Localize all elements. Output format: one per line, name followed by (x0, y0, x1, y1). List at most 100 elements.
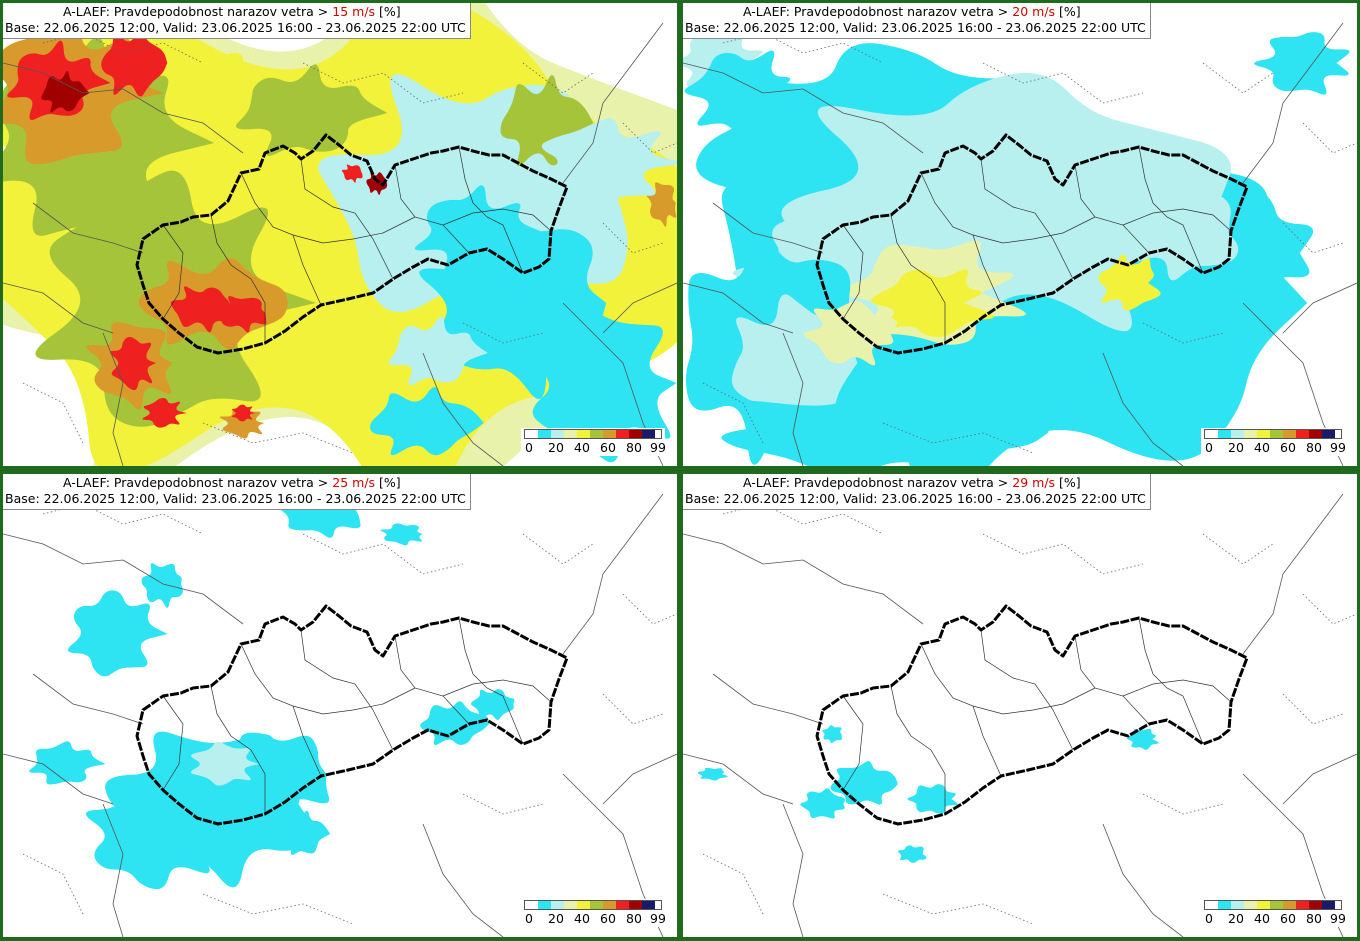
map-panel-29ms: A-LAEF: Pravdepodobnost narazov vetra > … (683, 474, 1357, 937)
probability-area (110, 336, 156, 391)
probability-area (697, 767, 728, 781)
legend-swatch (1257, 430, 1270, 438)
probability-area (521, 310, 677, 463)
country-border-slovakia (135, 604, 569, 826)
legend-label: 80 (1306, 440, 1322, 455)
legend-swatch (1218, 901, 1231, 909)
district-border (972, 687, 1096, 715)
title-prefix: A-LAEF: Pravdepodobnost narazov vetra > (63, 4, 333, 19)
contour-line (602, 693, 664, 725)
base-valid-line: Base: 22.06.2025 12:00, Valid: 23.06.202… (5, 491, 466, 506)
contour-line (302, 533, 464, 575)
legend-swatch (1270, 901, 1283, 909)
border-line (1282, 753, 1357, 805)
legend-swatch (564, 430, 577, 438)
probability-map (3, 3, 677, 466)
border-line (422, 823, 504, 937)
district-border (300, 629, 394, 751)
legend-swatch (1231, 430, 1244, 438)
district-border (842, 224, 864, 320)
contour-line (702, 382, 764, 444)
map-title: A-LAEF: Pravdepodobnost narazov vetra > … (3, 3, 471, 39)
slovakia-outline (135, 604, 569, 826)
contour-line (522, 533, 594, 565)
border-line (422, 352, 504, 466)
district-border (210, 214, 266, 343)
legend-swatch (629, 901, 642, 909)
probability-area (1122, 185, 1239, 281)
legend-swatch (1283, 430, 1296, 438)
border-line (683, 753, 794, 805)
border-line (32, 673, 144, 725)
district-border (458, 617, 524, 745)
legend-swatch (590, 901, 603, 909)
probability-area (85, 779, 215, 890)
legend-label: 0 (525, 911, 533, 926)
legend-swatch (551, 430, 564, 438)
probability-area (822, 724, 842, 744)
threshold-value: 25 m/s (332, 475, 376, 490)
probability-map (683, 493, 1357, 937)
legend-label: 40 (574, 440, 590, 455)
probability-area (366, 172, 388, 195)
legend-swatch (551, 901, 564, 909)
legend-label: 60 (1280, 911, 1296, 926)
district-border (920, 172, 1002, 306)
legend-swatch (1205, 430, 1218, 438)
legend-swatch (525, 901, 538, 909)
probability-area (341, 164, 363, 183)
title-suffix: [%] (1055, 475, 1081, 490)
probability-map (3, 493, 677, 937)
probability-field (3, 3, 677, 466)
legend-swatch (1296, 901, 1309, 909)
probability-area (101, 28, 168, 97)
slovakia-outline (135, 133, 569, 355)
district-border (1138, 617, 1204, 745)
contour-line (702, 853, 764, 915)
district-border (842, 695, 864, 791)
contour-line (1302, 122, 1357, 154)
contour-line (982, 533, 1144, 575)
probability-area (800, 788, 846, 819)
legend-labels: 0 20 40 60 80 99 (524, 439, 666, 455)
base-valid-line: Base: 22.06.2025 12:00, Valid: 23.06.202… (685, 491, 1146, 506)
border-line (3, 533, 244, 625)
probability-area (897, 845, 927, 863)
probability-area (29, 741, 106, 785)
map-title-line: A-LAEF: Pravdepodobnost narazov vetra > … (685, 475, 1146, 491)
legend-swatch (538, 901, 551, 909)
base-valid-line: Base: 22.06.2025 12:00, Valid: 23.06.202… (685, 20, 1146, 35)
border-line (3, 753, 114, 805)
legend-label: 20 (548, 911, 564, 926)
district-border (210, 685, 266, 814)
country-borders (3, 493, 677, 937)
legend-swatch (1257, 901, 1270, 909)
legend-label: 80 (1306, 911, 1322, 926)
border-line (3, 62, 244, 154)
probability-area (141, 563, 183, 608)
legend-swatch (603, 430, 616, 438)
legend-swatch (1244, 901, 1257, 909)
contour-line (1202, 62, 1274, 94)
contour-line (882, 893, 1034, 925)
district-border (300, 158, 394, 280)
slovakia-outline (815, 604, 1249, 826)
district-border (442, 679, 552, 703)
slovakia-outline (815, 133, 1249, 355)
legend-label: 80 (626, 440, 642, 455)
probability-field (29, 493, 515, 890)
legend-label: 40 (1254, 911, 1270, 926)
border-line (1102, 352, 1184, 466)
legend-swatch (616, 901, 629, 909)
contour-line (622, 593, 677, 625)
border-line (32, 202, 144, 254)
probability-area (370, 387, 484, 456)
border-line (683, 282, 794, 334)
district-border (1122, 208, 1232, 232)
legend-swatch (642, 430, 655, 438)
title-suffix: [%] (375, 4, 401, 19)
map-title-line: A-LAEF: Pravdepodobnost narazov vetra > … (5, 475, 466, 491)
country-borders (683, 493, 1357, 937)
contour-line (1142, 322, 1224, 344)
probability-field (683, 31, 1350, 466)
